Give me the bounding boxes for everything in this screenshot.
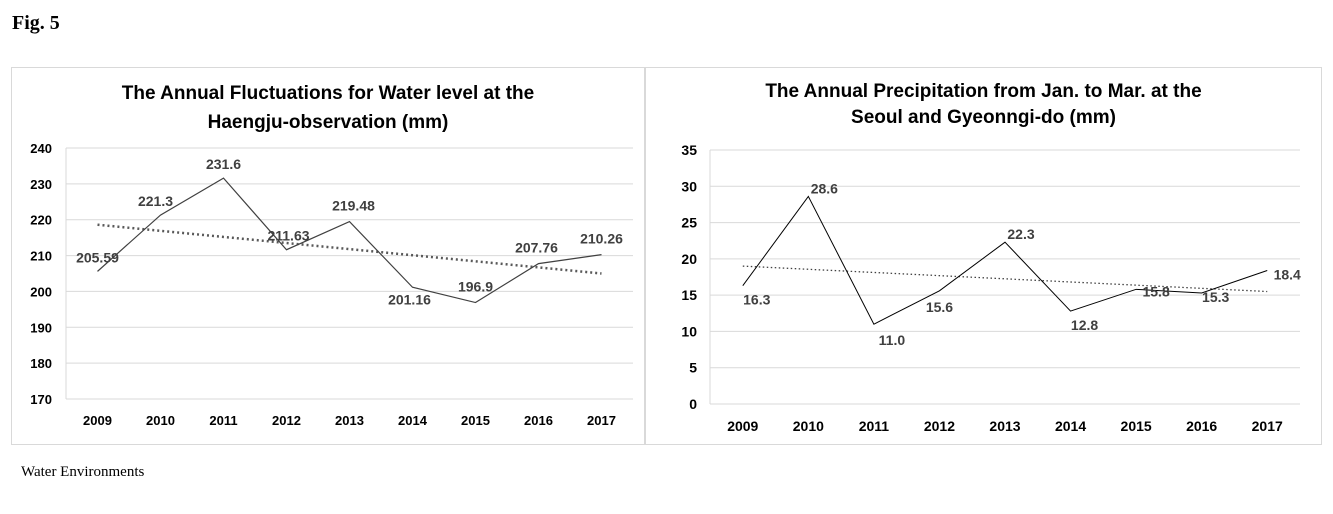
precipitation-x-tick-label: 2015	[1121, 418, 1152, 434]
water-level-y-tick-label: 230	[30, 177, 52, 192]
precipitation-x-tick-label: 2012	[924, 418, 955, 434]
precipitation-y-tick-label: 25	[681, 215, 697, 231]
precipitation-chart-title: The Annual Precipitation from Jan. to Ma…	[646, 79, 1321, 131]
precipitation-title-line-2: Seoul and Gyeonngi-do (mm)	[851, 107, 1116, 128]
water-level-y-tick-label: 180	[30, 356, 52, 371]
precipitation-data-label: 12.8	[1071, 317, 1098, 333]
water-level-x-tick-label: 2010	[146, 413, 175, 428]
precipitation-plot: 0 5 10 15 20 25 30 35 2009 2010 2011 2012 2013 2014 20…	[681, 142, 1301, 434]
water-level-x-tick-label: 2011	[209, 413, 237, 428]
water-level-x-tick-label: 2015	[461, 413, 490, 428]
precipitation-data-label: 11.0	[879, 332, 906, 348]
water-level-x-tick-label: 2016	[524, 413, 553, 428]
precipitation-series-line	[742, 195, 1268, 325]
water-level-data-label: 207.76	[515, 240, 558, 256]
water-level-chart-panel: The Annual Fluctuations for Water level …	[11, 67, 645, 445]
water-level-data-label: 219.48	[332, 198, 375, 214]
water-level-x-tick-label: 2012	[272, 413, 301, 428]
precipitation-y-tick-label: 10	[681, 323, 697, 339]
water-level-title-line-1: The Annual Fluctuations for Water level …	[121, 83, 535, 104]
precipitation-chart-panel: The Annual Precipitation from Jan. to Ma…	[645, 67, 1322, 445]
water-level-title-line-2: Haengju-observation (mm)	[207, 112, 449, 133]
water-level-data-label: 221.3	[138, 193, 173, 209]
water-level-data-label: 231.6	[206, 156, 241, 172]
water-level-data-label: 211.63	[267, 228, 309, 244]
water-level-y-tick-label: 220	[30, 213, 52, 228]
precipitation-data-label: 18.4	[1274, 266, 1301, 282]
precipitation-y-tick-label: 15	[681, 287, 697, 303]
precipitation-y-tick-label: 5	[689, 360, 697, 376]
precipitation-x-tick-label: 2016	[1186, 418, 1217, 434]
water-level-y-tick-label: 190	[30, 320, 52, 335]
precipitation-x-tick-label: 2014	[1055, 418, 1086, 434]
precipitation-y-tick-label: 20	[681, 251, 697, 267]
water-level-x-tick-label: 2014	[398, 413, 428, 428]
precipitation-y-tick-label: 0	[689, 396, 697, 412]
precipitation-data-label: 15.8	[1142, 283, 1169, 299]
water-level-chart-title: The Annual Fluctuations for Water level …	[12, 79, 644, 137]
precipitation-data-label: 28.6	[811, 180, 838, 196]
water-level-y-tick-label: 210	[30, 249, 52, 264]
precipitation-x-tick-label: 2013	[989, 418, 1020, 434]
figure-caption: Water Environments	[21, 464, 145, 480]
water-level-y-tick-label: 170	[30, 392, 52, 407]
water-level-x-tick-label: 2009	[83, 413, 112, 428]
precipitation-x-tick-label: 2009	[727, 418, 758, 434]
precipitation-y-tick-label: 30	[681, 178, 697, 194]
figure-label: Fig. 5	[12, 12, 60, 34]
precipitation-data-label: 22.3	[1007, 226, 1034, 242]
precipitation-x-tick-label: 2010	[793, 418, 824, 434]
precipitation-data-label: 15.3	[1202, 289, 1229, 305]
water-level-data-label: 201.16	[388, 291, 431, 307]
precipitation-x-tick-label: 2017	[1252, 418, 1283, 434]
precipitation-trendline	[742, 265, 1268, 293]
precipitation-data-label: 15.6	[926, 299, 953, 315]
water-level-x-tick-label: 2013	[335, 413, 364, 428]
water-level-trendline	[97, 223, 602, 275]
water-level-y-tick-label: 240	[30, 141, 52, 156]
water-level-plot: 170 180 190 200 210 220 230 240 2009 2010 2011 2012…	[30, 141, 633, 428]
water-level-data-label: 205.59	[76, 249, 119, 265]
water-level-x-tick-label: 2017	[587, 413, 616, 428]
precipitation-x-tick-label: 2011	[859, 418, 890, 434]
water-level-data-label: 196.9	[458, 279, 493, 295]
water-level-data-label: 210.26	[580, 231, 623, 247]
precipitation-y-tick-label: 35	[681, 142, 697, 158]
water-level-y-tick-label: 200	[30, 284, 52, 299]
precipitation-data-label: 16.3	[743, 292, 770, 308]
precipitation-title-line-1: The Annual Precipitation from Jan. to Ma…	[765, 81, 1202, 102]
